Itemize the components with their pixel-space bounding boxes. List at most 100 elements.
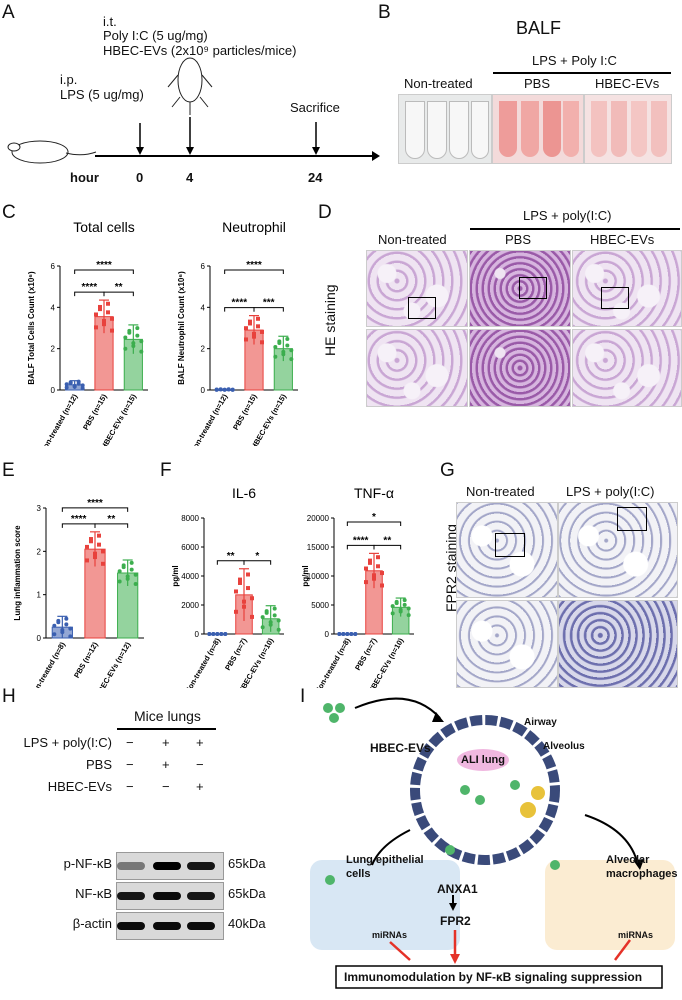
balf-tubes-nontreated (398, 94, 492, 164)
i-bottom-text: Immunomodulation by NF-κB signaling supp… (344, 970, 643, 984)
y-axis-label: pg/ml (301, 565, 310, 586)
fpr2-lps-high (558, 600, 678, 688)
data-point (101, 561, 105, 566)
data-point (394, 599, 399, 604)
h-condition-mark: − (162, 779, 170, 794)
g-col-nontreated: Non-treated (466, 484, 535, 499)
data-point (56, 618, 61, 623)
y-tick-label: 8000 (181, 514, 199, 523)
data-point (248, 319, 252, 324)
data-point (133, 581, 138, 586)
data-point (289, 348, 294, 353)
data-point (250, 614, 254, 619)
y-tick-label: 6 (201, 262, 206, 271)
data-point (390, 604, 395, 609)
y-axis-label: BALF Total Cells Count (x10⁶) (27, 271, 36, 385)
i-epithelial-label: Lung epithelial cells (346, 854, 424, 880)
y-tick-label: 0 (51, 386, 56, 395)
he-pbs-high (469, 329, 571, 407)
time-0: 0 (136, 170, 144, 185)
data-point (218, 387, 223, 392)
y-tick-label: 0 (325, 630, 330, 639)
data-point (72, 384, 77, 389)
data-point (256, 316, 260, 321)
data-point (345, 632, 350, 636)
data-point (135, 333, 140, 338)
data-point (242, 604, 246, 609)
data-point (285, 336, 290, 341)
balf-title: BALF (516, 18, 562, 38)
data-point (127, 328, 132, 333)
data-point (337, 632, 342, 636)
data-point (93, 551, 97, 556)
ali-lung-badge (457, 749, 509, 771)
data-point (380, 571, 384, 576)
balf-tubes-hbec (584, 94, 672, 164)
d-col-hbec: HBEC-EVs (590, 232, 655, 247)
ip-lps: LPS (5 ug/mg) (60, 87, 144, 102)
panel-label-e: E (2, 460, 15, 481)
data-point (402, 602, 407, 607)
h-condition-label: HBEC-EVs (47, 779, 112, 794)
data-point (117, 579, 122, 584)
i-macrophage-label: Alveolar macrophages (606, 854, 678, 880)
data-point (234, 609, 238, 614)
i-mirnas-left: miRNAs (372, 930, 408, 940)
data-point (139, 339, 144, 344)
significance-label: **** (246, 260, 262, 271)
significance-label: **** (82, 282, 98, 293)
chart-title: TNF-α (354, 485, 394, 501)
data-point (93, 555, 97, 560)
data-point (135, 326, 140, 331)
significance-bracket (346, 521, 402, 526)
h-condition-mark: + (162, 735, 170, 750)
blot-strip (116, 882, 224, 910)
he-nontreated-high (366, 329, 468, 407)
ev-icons (323, 703, 560, 885)
fpr2-nontreated-low (456, 502, 558, 598)
data-point (238, 577, 242, 582)
blot-band (187, 892, 215, 900)
data-point (125, 576, 130, 581)
data-point (226, 387, 231, 392)
macrophage-region (545, 860, 675, 950)
data-point (368, 560, 372, 565)
x-tick-label: PBS (n=12) (72, 640, 100, 679)
x-tick-label: PBS (n=15) (81, 392, 109, 431)
y-tick-label: 3 (37, 504, 42, 513)
y-axis-label: pg/ml (171, 565, 180, 586)
data-point (94, 312, 98, 317)
data-point (102, 322, 106, 327)
data-point (260, 329, 264, 334)
data-point (223, 632, 228, 636)
blot-size-label: 40kDa (228, 916, 266, 931)
h-condition-mark: + (196, 779, 204, 794)
data-point (246, 586, 250, 591)
data-point (123, 335, 128, 340)
i-anxa1-label: ANXA1 (437, 882, 478, 896)
data-point (238, 580, 242, 585)
chart-il6: IL-6 pg/ml 0 2000 4000 6000 8000 Non-treated (n… (171, 485, 284, 688)
data-point (129, 560, 134, 565)
panel-label-g: G (440, 460, 455, 481)
blot-size-label: 65kDa (228, 886, 266, 901)
data-point (289, 357, 294, 362)
blot-band (117, 922, 145, 930)
data-point (52, 623, 57, 628)
y-tick-label: 4 (201, 303, 206, 312)
data-point (376, 564, 380, 569)
significance-label: *** (263, 298, 275, 309)
y-tick-label: 2000 (181, 601, 199, 610)
y-tick-label: 4 (51, 303, 56, 312)
it-hbec: HBEC-EVs (2x10⁹ particles/mice) (103, 43, 297, 58)
blot-size-label: 65kDa (228, 856, 266, 871)
i-alveolus-label: Alveolus (543, 741, 585, 752)
data-point (260, 615, 265, 620)
significance-bracket (224, 269, 284, 274)
data-point (139, 349, 144, 354)
x-tick-label: PBS (n=7) (353, 636, 379, 672)
d-row-label: HE staining (322, 284, 338, 356)
data-point (272, 613, 277, 618)
time-24: 24 (308, 170, 323, 185)
data-point (80, 383, 85, 388)
